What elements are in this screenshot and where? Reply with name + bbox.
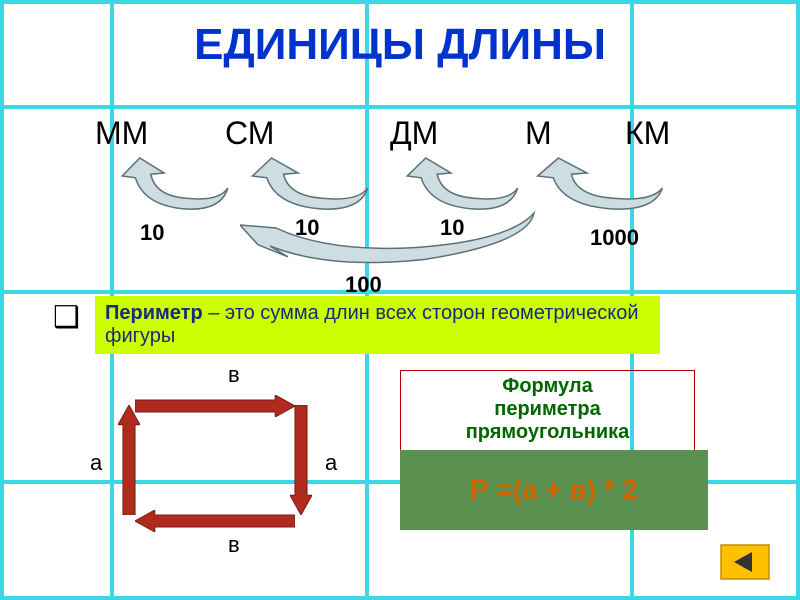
perimeter-arrow-icon xyxy=(290,405,312,520)
back-button[interactable] xyxy=(720,544,770,580)
curve-arrow-icon xyxy=(240,210,540,275)
formula-title-line3: прямоугольника xyxy=(466,421,630,443)
curve-arrow-icon xyxy=(120,155,230,220)
unit-label: ММ xyxy=(95,115,148,152)
curve-arrow-icon xyxy=(535,155,665,220)
perimeter-arrow-icon xyxy=(135,510,295,537)
side-label: в xyxy=(228,362,240,388)
conversion-number: 10 xyxy=(295,215,319,241)
conversion-number: 10 xyxy=(140,220,164,246)
page-title: ЕДИНИЦЫ ДЛИНЫ xyxy=(0,20,800,70)
formula-text: Р =(а + в) * 2 xyxy=(470,474,638,506)
formula-title-line2: периметра xyxy=(494,398,601,420)
side-label: в xyxy=(228,532,240,558)
formula-title-line1: Формула xyxy=(502,375,592,397)
unit-label: ДМ xyxy=(390,115,438,152)
conversion-number: 100 xyxy=(345,272,382,298)
bullet-icon: ❑ xyxy=(53,300,71,330)
side-label: а xyxy=(90,450,102,476)
definition-box: Периметр – это сумма длин всех сторон ге… xyxy=(95,296,660,354)
unit-label: М xyxy=(525,115,552,152)
perimeter-arrow-icon xyxy=(135,395,295,422)
unit-label: КМ xyxy=(625,115,670,152)
formula-box: Р =(а + в) * 2 xyxy=(400,450,708,530)
conversion-number: 10 xyxy=(440,215,464,241)
side-label: а xyxy=(325,450,337,476)
conversion-number: 1000 xyxy=(590,225,639,251)
formula-title-box: Формула периметра прямоугольника xyxy=(400,370,695,456)
unit-label: СМ xyxy=(225,115,274,152)
definition-term: Периметр xyxy=(105,302,203,324)
perimeter-arrow-icon xyxy=(118,405,140,520)
